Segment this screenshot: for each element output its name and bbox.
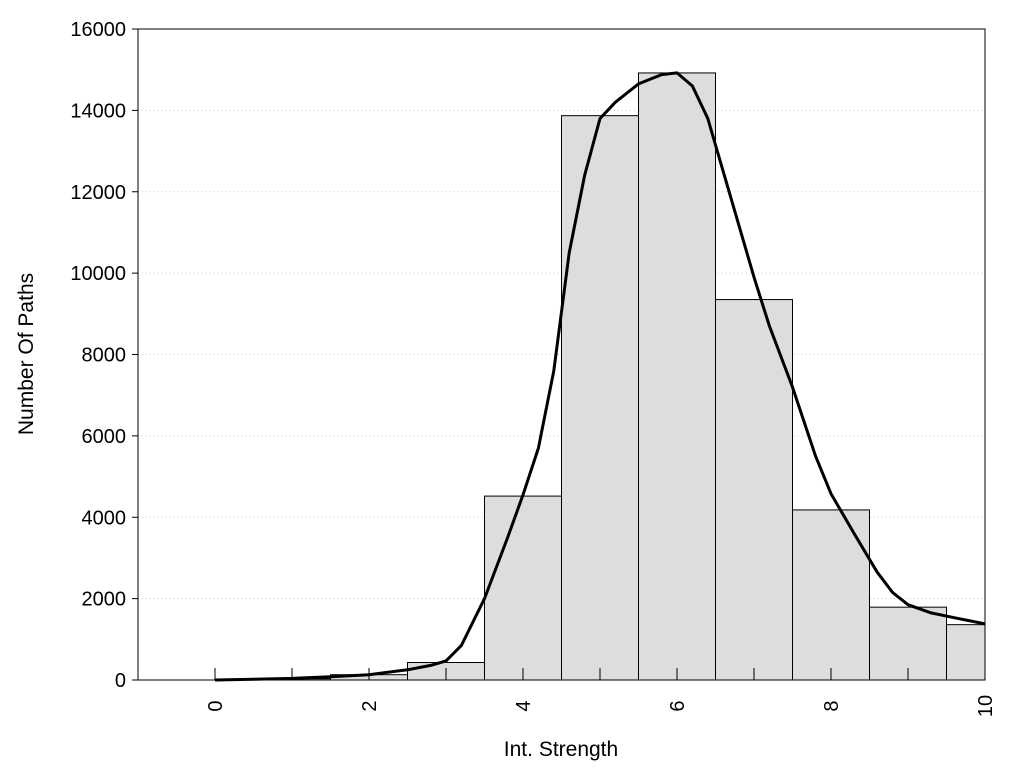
histogram-bar — [484, 495, 562, 681]
y-axis-label: Number Of Paths — [15, 273, 38, 435]
histogram-bars — [253, 72, 986, 681]
x-tick-label: 10 — [975, 695, 997, 717]
y-tick-label: 12000 — [70, 182, 126, 204]
histogram-bar — [792, 509, 870, 681]
histogram-bar — [715, 299, 793, 681]
histogram-bar — [561, 115, 639, 681]
y-tick-label: 14000 — [70, 100, 126, 122]
x-axis-label: Int. Strength — [504, 738, 618, 761]
histogram-bar — [638, 72, 716, 681]
x-tick-labels: 0 2 4 6 8 10 — [205, 695, 997, 717]
x-tick-label: 0 — [205, 700, 227, 711]
histogram-bar — [869, 606, 947, 681]
y-tick-label: 2000 — [82, 589, 127, 611]
y-tick-label: 8000 — [82, 345, 127, 367]
y-tick-label: 4000 — [82, 507, 127, 529]
y-tick-label: 16000 — [70, 19, 126, 41]
x-tick-label: 4 — [513, 700, 535, 711]
y-tick-label: 0 — [115, 670, 126, 692]
x-tick-label: 6 — [667, 700, 689, 711]
y-tick-label: 10000 — [70, 263, 126, 285]
x-tick-label: 8 — [821, 700, 843, 711]
histogram-bar — [946, 624, 986, 681]
y-tick-label: 6000 — [82, 426, 127, 448]
x-tick-label: 2 — [359, 700, 381, 711]
y-tick-labels: 0 2000 4000 6000 8000 10000 12000 14000 16000 — [70, 19, 126, 692]
density-curve — [214, 71, 986, 682]
